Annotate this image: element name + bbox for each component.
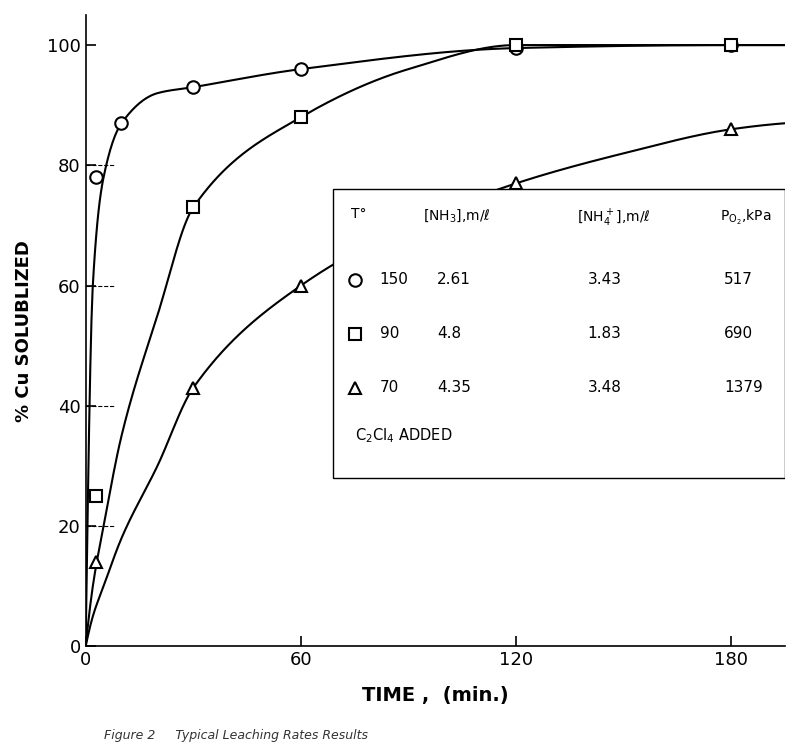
Text: 517: 517 bbox=[724, 272, 753, 287]
Text: 70: 70 bbox=[380, 380, 399, 395]
Text: 1.83: 1.83 bbox=[588, 326, 622, 341]
X-axis label: TIME ,  (min.): TIME , (min.) bbox=[362, 686, 509, 705]
Text: 2.61: 2.61 bbox=[437, 272, 471, 287]
Text: T°: T° bbox=[351, 208, 366, 221]
Text: $\mathrm{P_{O_2}}$,kPa: $\mathrm{P_{O_2}}$,kPa bbox=[721, 208, 772, 226]
Text: Figure 2     Typical Leaching Rates Results: Figure 2 Typical Leaching Rates Results bbox=[104, 729, 368, 742]
Bar bbox=[333, 190, 785, 478]
Text: 150: 150 bbox=[380, 272, 409, 287]
Y-axis label: % Cu SOLUBLIZED: % Cu SOLUBLIZED bbox=[15, 240, 33, 422]
Text: 4.35: 4.35 bbox=[437, 380, 471, 395]
Text: $\mathrm{C_2Cl_4}$ ADDED: $\mathrm{C_2Cl_4}$ ADDED bbox=[354, 427, 452, 445]
Text: 690: 690 bbox=[724, 326, 753, 341]
Text: 90: 90 bbox=[380, 326, 399, 341]
Text: 3.43: 3.43 bbox=[588, 272, 622, 287]
Text: $[\mathrm{NH_3}]$,m/$\ell$: $[\mathrm{NH_3}]$,m/$\ell$ bbox=[422, 208, 490, 224]
Text: 1379: 1379 bbox=[724, 380, 762, 395]
Text: $[\mathrm{NH_4^+}]$,m/$\ell$: $[\mathrm{NH_4^+}]$,m/$\ell$ bbox=[577, 208, 650, 229]
Text: 3.48: 3.48 bbox=[588, 380, 622, 395]
Text: 4.8: 4.8 bbox=[437, 326, 462, 341]
